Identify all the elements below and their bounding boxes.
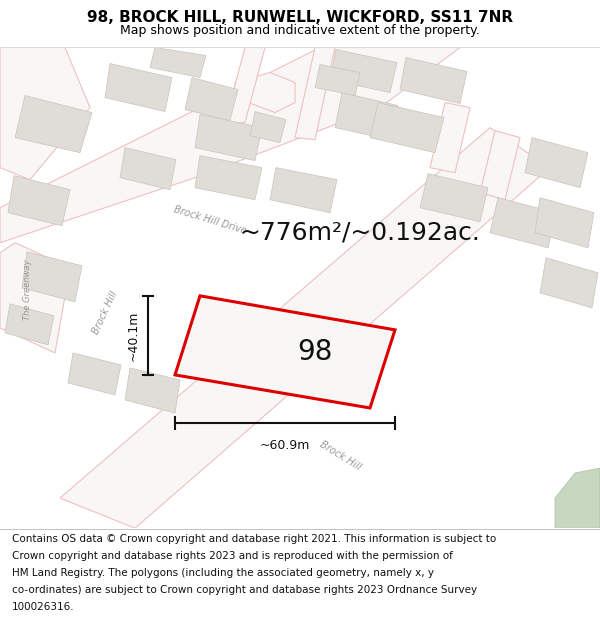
Polygon shape — [22, 252, 82, 302]
Polygon shape — [335, 92, 398, 139]
Text: Crown copyright and database rights 2023 and is reproduced with the permission o: Crown copyright and database rights 2023… — [12, 551, 453, 561]
Polygon shape — [0, 242, 70, 353]
Text: 98, BROCK HILL, RUNWELL, WICKFORD, SS11 7NR: 98, BROCK HILL, RUNWELL, WICKFORD, SS11 … — [87, 11, 513, 26]
Polygon shape — [5, 304, 54, 345]
Text: The Greenway: The Greenway — [23, 259, 32, 320]
Polygon shape — [195, 156, 262, 200]
Text: Brock Hill: Brock Hill — [317, 439, 362, 472]
Polygon shape — [370, 102, 444, 152]
Polygon shape — [8, 176, 70, 226]
Polygon shape — [270, 168, 337, 212]
Polygon shape — [60, 127, 550, 528]
Polygon shape — [175, 296, 395, 408]
Polygon shape — [150, 48, 206, 78]
Polygon shape — [480, 131, 520, 200]
Polygon shape — [120, 148, 176, 189]
Text: co-ordinates) are subject to Crown copyright and database rights 2023 Ordnance S: co-ordinates) are subject to Crown copyr… — [12, 585, 477, 595]
Text: 98: 98 — [298, 338, 332, 366]
Polygon shape — [15, 96, 92, 152]
Polygon shape — [195, 114, 262, 161]
Polygon shape — [420, 174, 488, 222]
Polygon shape — [330, 49, 397, 92]
Text: 100026316.: 100026316. — [12, 602, 74, 612]
Text: Map shows position and indicative extent of the property.: Map shows position and indicative extent… — [120, 24, 480, 37]
Polygon shape — [250, 112, 286, 142]
Text: ~40.1m: ~40.1m — [127, 310, 139, 361]
Polygon shape — [225, 48, 265, 122]
Polygon shape — [0, 48, 90, 179]
Polygon shape — [400, 58, 467, 104]
Polygon shape — [315, 64, 360, 96]
Polygon shape — [430, 102, 470, 172]
Polygon shape — [105, 64, 172, 112]
Polygon shape — [0, 48, 460, 242]
Polygon shape — [125, 368, 180, 413]
Polygon shape — [490, 198, 556, 248]
Text: Brock Hill Drive: Brock Hill Drive — [172, 204, 248, 236]
Polygon shape — [525, 138, 588, 188]
Text: ~60.9m: ~60.9m — [260, 439, 310, 452]
Polygon shape — [68, 353, 121, 395]
Polygon shape — [535, 198, 594, 248]
Polygon shape — [235, 72, 295, 112]
Text: ~776m²/~0.192ac.: ~776m²/~0.192ac. — [239, 221, 481, 245]
Text: Brock Hill: Brock Hill — [91, 289, 119, 336]
Polygon shape — [185, 78, 238, 121]
Polygon shape — [555, 468, 600, 528]
Text: Contains OS data © Crown copyright and database right 2021. This information is : Contains OS data © Crown copyright and d… — [12, 534, 496, 544]
Polygon shape — [295, 48, 335, 139]
Text: HM Land Registry. The polygons (including the associated geometry, namely x, y: HM Land Registry. The polygons (includin… — [12, 568, 434, 578]
Polygon shape — [540, 258, 598, 308]
